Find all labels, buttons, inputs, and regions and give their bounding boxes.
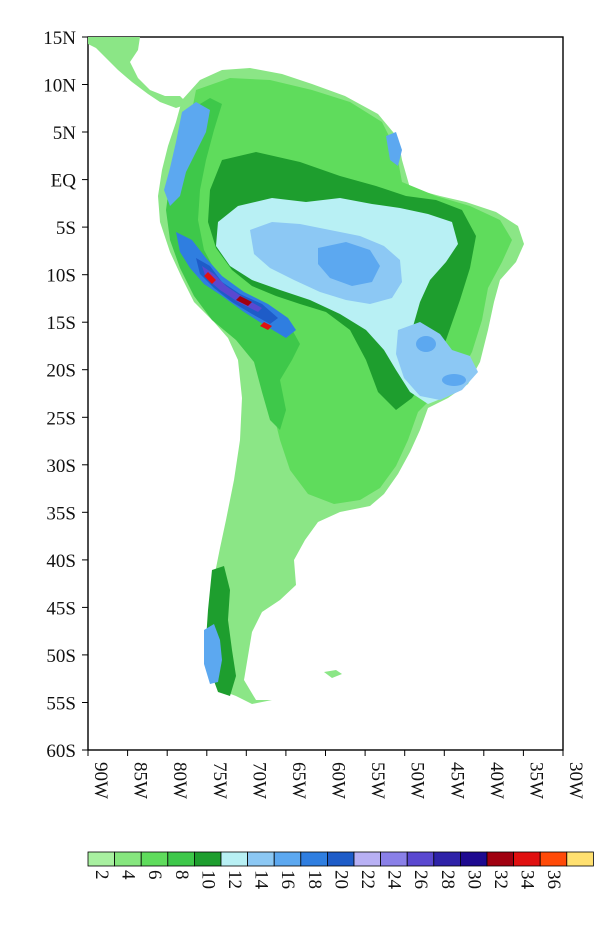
lat-label: EQ <box>51 171 77 192</box>
central-america-landmass <box>88 37 188 108</box>
legend-swatch <box>406 851 435 867</box>
legend-labels: 2 4 6 8 10 12 14 16 18 20 22 24 26 28 30… <box>91 870 564 890</box>
latitude-axis: 15N 10N 5N EQ 5S 10S 15S 20S 25S 30S 35S… <box>43 28 88 762</box>
legend-label: 8 <box>171 870 192 880</box>
lat-label: 60S <box>46 741 76 762</box>
legend-swatch <box>140 851 169 867</box>
lon-label: 60W <box>328 762 349 799</box>
lat-label: 40S <box>46 551 76 572</box>
band-blue-patch-2 <box>416 336 436 352</box>
legend-swatch <box>300 851 328 867</box>
legend-colorbar <box>87 851 594 867</box>
lat-label: 15N <box>43 28 76 49</box>
map-content <box>88 37 524 704</box>
lat-label: 10S <box>46 266 76 287</box>
lat-label: 25S <box>46 408 76 429</box>
longitude-axis: 90W 85W 80W 75W 70W 65W 60W 55W 50W 45W … <box>87 750 586 799</box>
lon-label: 85W <box>130 762 151 799</box>
falklands-island <box>324 670 342 678</box>
lon-label: 40W <box>486 762 507 799</box>
legend-swatch <box>486 851 515 867</box>
legend-label: 32 <box>490 870 511 889</box>
legend-label: 26 <box>410 870 431 889</box>
lat-label: 5N <box>53 123 77 144</box>
andes-peru-red-streak-1 <box>204 272 216 284</box>
lat-label: 10N <box>43 76 76 97</box>
lon-label: 55W <box>367 762 388 799</box>
legend-swatch <box>539 851 568 867</box>
lat-label: 45S <box>46 598 76 619</box>
lat-label: 50S <box>46 646 76 667</box>
legend-label: 6 <box>144 870 165 880</box>
legend-label: 30 <box>463 870 484 889</box>
legend-swatch <box>513 851 541 867</box>
lat-label: 55S <box>46 694 76 715</box>
legend-label: 18 <box>304 870 325 889</box>
legend-swatch <box>353 851 382 867</box>
andes-peru-red-streak-2 <box>236 296 252 306</box>
legend-swatch <box>114 851 142 867</box>
lat-label: 15S <box>46 313 76 334</box>
legend-label: 34 <box>517 870 538 890</box>
legend-label: 36 <box>543 870 564 889</box>
legend-swatch <box>220 851 249 867</box>
lon-label: 90W <box>90 762 111 799</box>
legend-label: 14 <box>251 870 272 890</box>
lon-label: 75W <box>209 762 230 799</box>
legend-swatch <box>459 851 488 867</box>
band-blue-patch-1 <box>318 242 380 286</box>
legend-label: 2 <box>91 870 112 880</box>
lon-label: 35W <box>525 762 546 799</box>
legend-swatch <box>380 851 408 867</box>
lat-label: 20S <box>46 361 76 382</box>
andes-north-blue <box>164 102 210 206</box>
legend-swatch <box>167 851 195 867</box>
legend-swatch <box>247 851 275 867</box>
lon-label: 65W <box>288 762 309 799</box>
lon-label: 80W <box>169 762 190 799</box>
legend-swatch <box>326 851 355 867</box>
legend-label: 22 <box>357 870 378 889</box>
legend-label: 12 <box>224 870 245 889</box>
andes-peru-red-streak-3 <box>260 322 272 330</box>
legend-swatch <box>433 851 461 867</box>
lon-label: 45W <box>446 762 467 799</box>
legend-label: 20 <box>330 870 351 889</box>
legend-swatch <box>87 851 116 867</box>
lon-label: 50W <box>407 762 428 799</box>
chile-south-blue <box>204 624 222 684</box>
legend-swatch <box>566 851 594 867</box>
lon-label: 70W <box>248 762 269 799</box>
lat-label: 5S <box>56 218 76 239</box>
legend-label: 10 <box>197 870 218 889</box>
legend-swatch <box>273 851 302 867</box>
lat-label: 30S <box>46 456 76 477</box>
lat-label: 35S <box>46 503 76 524</box>
legend-label: 16 <box>277 870 298 889</box>
legend-label: 24 <box>384 870 405 890</box>
legend-swatch <box>193 851 222 867</box>
band-blue-patch-3 <box>442 374 466 386</box>
guiana-coast-blue <box>386 132 402 166</box>
lon-label: 30W <box>565 762 586 799</box>
legend-label: 28 <box>437 870 458 889</box>
andes-green-ridge <box>166 98 300 430</box>
legend-label: 4 <box>118 870 139 880</box>
